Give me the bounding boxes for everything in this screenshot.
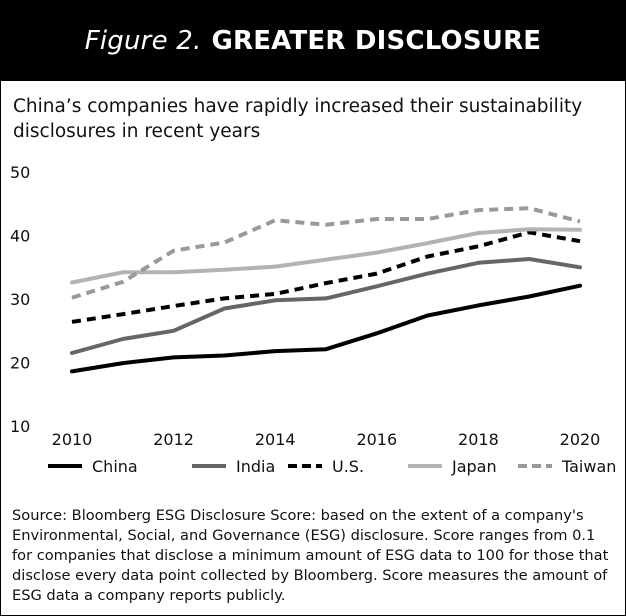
legend: China India U.S. Japan Taiwan: [48, 457, 616, 476]
y-tick-label: 20: [10, 354, 30, 373]
y-tick-label: 50: [10, 163, 30, 182]
legend-label-u-s: U.S.: [332, 457, 364, 476]
legend-label-taiwan: Taiwan: [561, 457, 616, 476]
series-line-china: [70, 283, 582, 374]
legend-label-india: India: [236, 457, 275, 476]
y-tick-label: 10: [10, 417, 30, 436]
x-tick-label: 2012: [153, 430, 194, 449]
series-line-taiwan: [71, 206, 581, 300]
series-line-japan: [70, 227, 582, 285]
series-line-india: [70, 257, 582, 355]
x-axis-ticks: 2010 2012 2014 2016 2018 2020: [52, 430, 601, 449]
chart-subtitle: China’s companies have rapidly increased…: [13, 96, 583, 142]
x-tick-label: 2016: [356, 430, 397, 449]
line-chart: 10 20 30 40 50 2010 2012 2014 2016 2018 2020 Chin…: [10, 163, 616, 476]
series-lines: [70, 206, 582, 374]
x-tick-label: 2018: [458, 430, 499, 449]
x-tick-label: 2010: [52, 430, 93, 449]
x-tick-label: 2020: [560, 430, 601, 449]
y-axis-ticks: 10 20 30 40 50: [10, 163, 30, 436]
series-line-u-s: [71, 230, 581, 324]
legend-label-japan: Japan: [451, 457, 497, 476]
y-tick-label: 30: [10, 290, 30, 309]
y-tick-label: 40: [10, 227, 30, 246]
legend-label-china: China: [92, 457, 138, 476]
figure-label: Figure 2.: [84, 26, 202, 56]
source-note: Source: Bloomberg ESG Disclosure Score: …: [12, 507, 609, 604]
figure-header: Figure 2. GREATER DISCLOSURE: [1, 1, 625, 81]
x-tick-label: 2014: [255, 430, 296, 449]
figure-title: GREATER DISCLOSURE: [211, 26, 542, 56]
